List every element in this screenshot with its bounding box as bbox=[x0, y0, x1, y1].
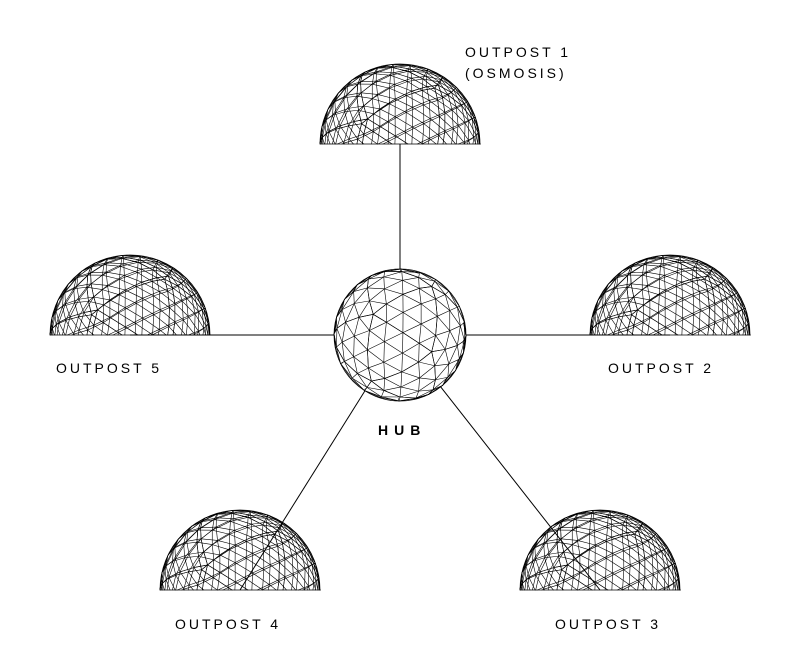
outpost-5-label: OUTPOST 5 bbox=[56, 358, 162, 379]
hub-outpost-diagram bbox=[0, 0, 800, 666]
outpost-1-dome bbox=[320, 64, 480, 144]
outpost-3-label: OUTPOST 3 bbox=[555, 614, 661, 635]
connector-lines bbox=[130, 144, 670, 590]
outpost-2-label: OUTPOST 2 bbox=[608, 358, 714, 379]
outpost-3-dome bbox=[520, 510, 680, 590]
outpost-5-dome bbox=[50, 255, 210, 335]
hub-sphere bbox=[334, 269, 466, 401]
outpost-1-label: OUTPOST 1 (OSMOSIS) bbox=[465, 42, 571, 84]
hub-label: HUB bbox=[378, 420, 426, 441]
outpost-2-dome bbox=[590, 255, 750, 335]
outpost-4-label: OUTPOST 4 bbox=[175, 614, 281, 635]
outpost-4-dome bbox=[160, 510, 320, 590]
